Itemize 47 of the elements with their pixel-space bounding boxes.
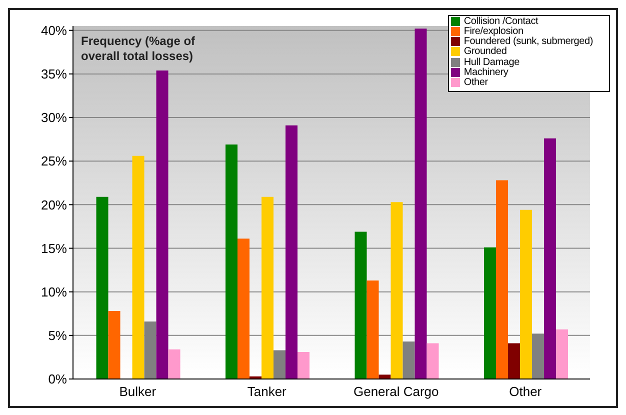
y-tick-label: 10% (40, 284, 68, 300)
bar (414, 28, 427, 379)
y-tick-label: 20% (40, 197, 68, 212)
bar (108, 311, 120, 379)
y-tick-label: 25% (40, 154, 68, 169)
bar (366, 280, 379, 379)
legend-label: Foundered (sunk, submerged) (464, 36, 593, 48)
bar (168, 349, 180, 379)
x-tick-label: Other (509, 384, 542, 400)
bar (378, 374, 391, 379)
x-tick-label: General Cargo (353, 384, 439, 400)
bar (484, 247, 496, 379)
bar (520, 210, 532, 379)
y-tick-label: 5% (48, 328, 68, 344)
bar (556, 329, 568, 379)
bar (390, 202, 403, 379)
bar (298, 352, 310, 379)
text: Frequency (%age of overall total losses) (81, 34, 196, 64)
y-tick-label: 15% (40, 240, 68, 256)
y-tick-label: 35% (40, 66, 68, 82)
bar (238, 238, 250, 379)
bar (426, 343, 439, 379)
bar (226, 144, 238, 379)
legend-label: Grounded (464, 46, 507, 58)
bar (402, 342, 415, 379)
bar (496, 180, 508, 379)
bar (508, 343, 520, 379)
y-tick-label: 30% (40, 110, 68, 126)
legend-label: Collision /Contact (464, 16, 538, 28)
bar (262, 196, 274, 379)
bar (354, 232, 367, 379)
bar (132, 156, 144, 379)
legend-label: Fire/explosion (464, 26, 524, 38)
legend-label: Other (464, 76, 488, 88)
y-tick-label: 40% (40, 22, 68, 38)
bar (96, 196, 108, 379)
bar (286, 125, 298, 379)
bar (156, 70, 168, 379)
bar (544, 138, 556, 379)
legend-label: Hull Damage (464, 56, 520, 68)
bar (274, 350, 286, 379)
bar (144, 321, 156, 379)
y-tick-label: 0% (48, 372, 68, 387)
x-tick-label: Tanker (247, 384, 288, 400)
legend-label: Machinery (464, 66, 508, 78)
bar (532, 334, 544, 379)
x-tick-label: Bulker (119, 384, 157, 400)
